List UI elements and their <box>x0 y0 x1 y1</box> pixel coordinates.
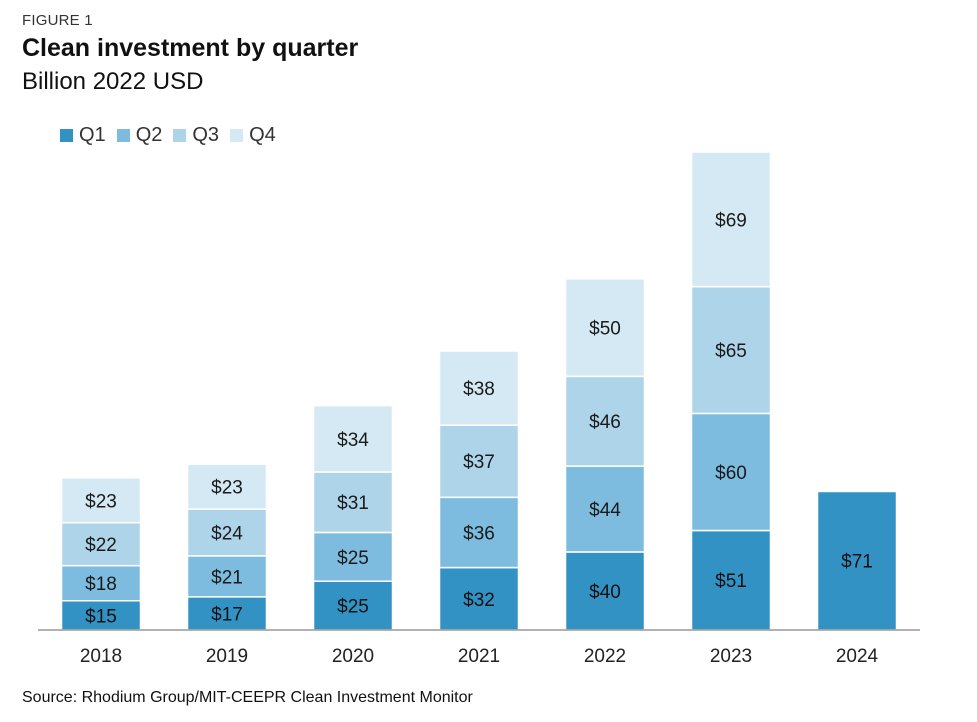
legend-label-q3: Q3 <box>192 124 220 146</box>
bar-2023-q3 <box>690 285 772 415</box>
x-tick-2021: 2021 <box>458 646 500 667</box>
bar-2020-q4 <box>312 404 394 473</box>
bar-label-2018-q1: $15 <box>85 606 117 627</box>
legend-item-q3: Q3 <box>173 124 219 147</box>
bar-label-2023-q2: $60 <box>715 463 747 484</box>
bar-label-2019-q3: $24 <box>211 523 243 544</box>
bar-label-2019-q4: $23 <box>211 478 243 499</box>
x-tick-2019: 2019 <box>206 646 248 667</box>
x-tick-2024: 2024 <box>836 646 879 667</box>
chart-title: Clean investment by quarter <box>22 34 359 62</box>
bar-2020-q2 <box>312 531 394 582</box>
chart-subtitle: Billion 2022 USD <box>22 68 204 95</box>
legend-item-q4: Q4 <box>230 124 276 147</box>
bar-2019-q1 <box>186 596 268 631</box>
x-tick-2022: 2022 <box>584 646 626 667</box>
bars-group: $15 $18 $22 $23 $17 $21 $24 $23 $25 $25 $31 $34 $32 $… <box>60 151 898 631</box>
bar-label-2023-q4: $69 <box>715 210 747 231</box>
bar-2023-q4 <box>690 151 772 288</box>
legend-label-q1: Q1 <box>79 124 106 146</box>
bar-2019-q4 <box>186 463 268 510</box>
bar-2021-q3 <box>438 424 520 499</box>
legend-item-q2: Q2 <box>116 124 163 147</box>
legend-swatch-q1 <box>60 129 73 142</box>
bar-label-2019-q2: $21 <box>211 567 243 588</box>
bar-label-2021-q4: $38 <box>463 379 495 400</box>
bar-2021-q2 <box>438 496 520 569</box>
bar-2022-q4 <box>564 278 646 378</box>
bar-2022-q1 <box>564 551 646 631</box>
bar-label-2023-q3: $65 <box>715 341 747 362</box>
legend-swatch-q3 <box>173 129 187 142</box>
bar-label-2024-q1: $71 <box>841 552 873 573</box>
legend-swatch-q4 <box>230 129 244 142</box>
x-tick-labels: 2018 2019 2020 2021 2022 2023 2024 <box>80 646 879 667</box>
bar-label-2022-q4: $50 <box>589 319 621 340</box>
bar-label-2020-q3: $31 <box>337 493 369 514</box>
bar-label-2020-q2: $25 <box>337 548 369 569</box>
bar-label-2023-q1: $51 <box>715 571 747 592</box>
bar-2021-q4 <box>438 350 520 426</box>
bar-2019-q3 <box>186 508 268 557</box>
bar-label-2021-q2: $36 <box>463 523 495 544</box>
legend-label-q4: Q4 <box>249 124 276 146</box>
bar-label-2018-q3: $22 <box>85 535 117 556</box>
x-tick-2020: 2020 <box>332 646 374 667</box>
bar-label-2022-q2: $44 <box>589 500 621 521</box>
bar-2018-q2 <box>60 564 142 602</box>
legend-label-q2: Q2 <box>135 124 163 146</box>
legend-item-q1: Q1 <box>60 124 106 147</box>
bar-2018-q4 <box>60 477 142 524</box>
bar-label-2021-q3: $37 <box>463 452 495 473</box>
legend-swatch-q2 <box>116 129 130 142</box>
bar-2022-q2 <box>564 465 646 553</box>
bar-label-2020-q4: $34 <box>337 430 369 451</box>
bar-label-2020-q1: $25 <box>337 597 369 618</box>
x-tick-2023: 2023 <box>710 646 752 667</box>
source-note: Source: Rhodium Group/MIT-CEEPR Clean In… <box>22 689 473 706</box>
bar-label-2022-q3: $46 <box>589 412 621 433</box>
bar-label-2021-q1: $32 <box>463 590 495 611</box>
x-tick-2018: 2018 <box>80 646 122 667</box>
bar-label-2018-q4: $23 <box>85 491 117 512</box>
bar-label-2022-q1: $40 <box>589 582 621 603</box>
bar-2019-q2 <box>186 555 268 598</box>
legend: Q1 Q2 Q3 Q4 <box>60 124 287 147</box>
bar-2023-q2 <box>690 412 772 532</box>
bar-label-2019-q1: $17 <box>211 604 243 625</box>
bar-label-2018-q2: $18 <box>85 574 117 595</box>
figure-label: FIGURE 1 <box>22 12 93 29</box>
